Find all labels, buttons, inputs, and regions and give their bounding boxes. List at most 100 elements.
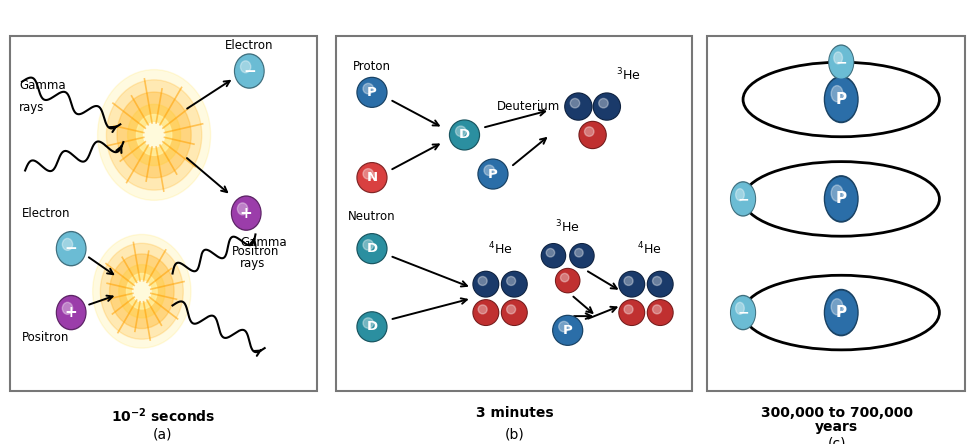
Circle shape [624,277,633,285]
Circle shape [127,274,157,309]
Circle shape [473,271,498,297]
Circle shape [652,277,661,285]
Circle shape [557,270,579,292]
Text: D: D [459,128,470,142]
Circle shape [119,265,165,318]
Text: D: D [367,320,377,333]
Circle shape [136,115,172,155]
Circle shape [507,305,516,314]
Circle shape [730,296,756,329]
Circle shape [455,126,466,136]
Circle shape [357,77,387,107]
Circle shape [93,234,191,348]
Text: years: years [815,420,858,434]
Circle shape [363,318,373,328]
Circle shape [449,120,480,150]
Text: (a): (a) [153,427,173,441]
Circle shape [358,164,386,191]
Circle shape [554,317,581,344]
Circle shape [647,271,673,297]
Circle shape [826,78,857,121]
Circle shape [474,301,497,324]
Text: P: P [836,305,847,320]
Text: −: − [737,192,749,206]
Text: P: P [836,92,847,107]
Circle shape [825,76,858,123]
Text: Gamma: Gamma [240,236,287,249]
Circle shape [450,121,479,149]
Circle shape [233,198,259,229]
Text: Neutron: Neutron [348,210,396,222]
Text: (c): (c) [828,436,845,444]
Circle shape [569,244,594,268]
Text: −: − [836,55,847,69]
Circle shape [133,281,151,302]
Circle shape [594,93,620,120]
Circle shape [566,94,591,119]
Circle shape [831,299,843,315]
Circle shape [474,273,497,296]
Circle shape [730,182,756,216]
Text: $^4$He: $^4$He [488,240,512,257]
Circle shape [501,271,527,297]
Circle shape [731,183,755,214]
Text: −: − [737,305,749,320]
Circle shape [357,163,387,193]
Text: rays: rays [240,257,265,270]
Circle shape [834,52,842,64]
Circle shape [546,249,555,257]
Circle shape [599,99,608,108]
Circle shape [570,99,580,108]
Circle shape [502,273,526,296]
Circle shape [619,271,644,297]
Circle shape [62,302,73,314]
Circle shape [735,302,744,314]
Circle shape [363,83,373,94]
Circle shape [648,301,672,324]
Circle shape [143,123,165,147]
Circle shape [237,203,248,215]
Circle shape [624,305,633,314]
Circle shape [584,127,594,136]
Text: P: P [836,191,847,206]
Text: D: D [367,242,377,255]
Text: Gamma: Gamma [19,79,65,92]
Circle shape [831,185,843,201]
Circle shape [652,305,661,314]
Circle shape [231,196,261,230]
Circle shape [595,94,619,119]
Circle shape [502,301,526,324]
Circle shape [556,269,580,293]
Circle shape [731,297,755,328]
Circle shape [735,189,744,201]
Text: Electron: Electron [225,39,274,52]
Circle shape [236,56,263,87]
Text: −: − [243,63,255,79]
Text: Positron: Positron [232,245,279,258]
Circle shape [826,178,857,220]
Circle shape [830,47,853,78]
Circle shape [106,80,202,190]
Text: P: P [488,167,498,181]
Circle shape [574,249,583,257]
Circle shape [831,86,843,102]
Circle shape [128,104,180,166]
Circle shape [98,70,211,200]
Circle shape [620,273,644,296]
Circle shape [580,123,605,147]
Circle shape [62,238,73,250]
Circle shape [58,233,85,264]
Circle shape [473,300,498,325]
Circle shape [358,79,386,106]
Text: $^3$He: $^3$He [556,219,580,236]
Text: Positron: Positron [22,331,69,344]
Circle shape [825,176,858,222]
Circle shape [825,289,858,336]
Circle shape [241,61,251,73]
Circle shape [829,45,854,79]
Circle shape [619,300,644,325]
Circle shape [826,291,857,334]
Circle shape [648,273,672,296]
Circle shape [541,244,565,268]
Circle shape [357,234,387,264]
